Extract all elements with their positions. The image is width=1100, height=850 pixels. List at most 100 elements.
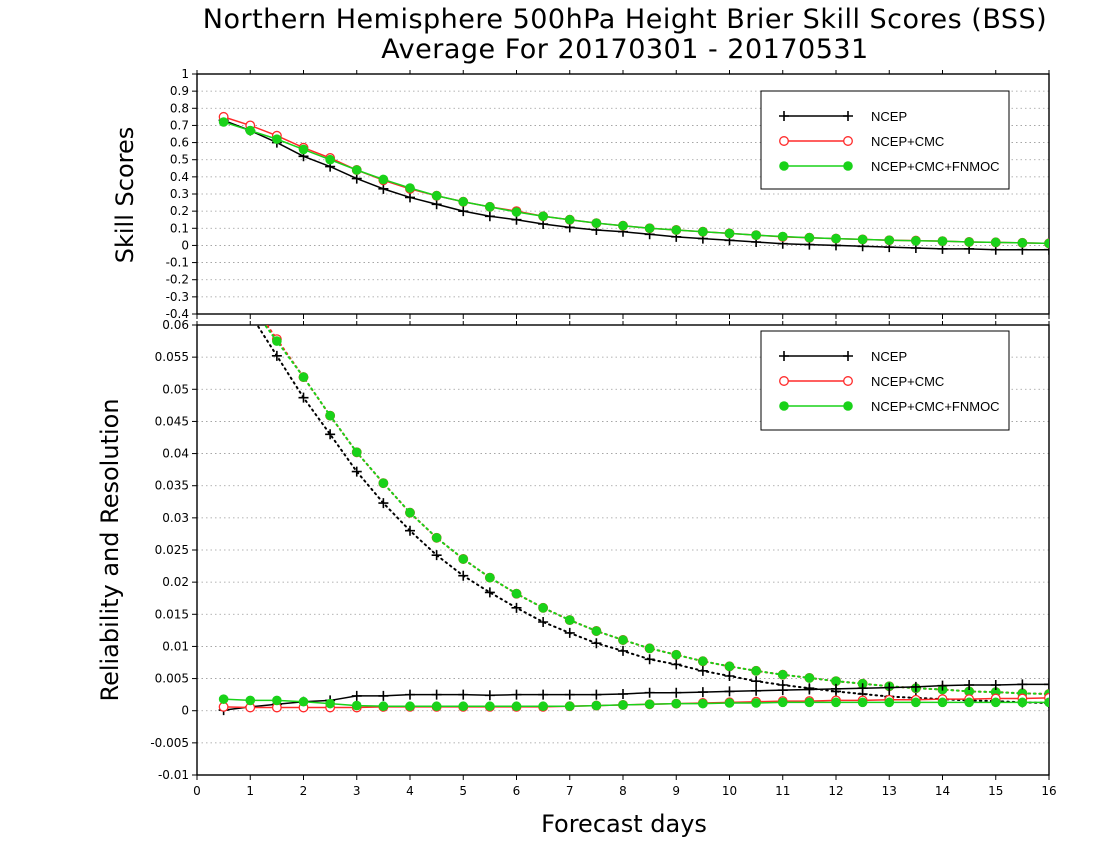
data-point: [325, 698, 335, 709]
data-point: [751, 676, 762, 687]
y-tick-label: 0.2: [170, 204, 189, 218]
legend-marker: [843, 401, 853, 411]
x-tick-label: 9: [672, 784, 680, 798]
data-point: [378, 174, 389, 185]
data-point: [458, 689, 469, 700]
data-point: [405, 183, 415, 193]
data-point: [485, 202, 495, 212]
legend-label: NCEP: [871, 109, 907, 124]
x-tick-label: 14: [935, 784, 950, 798]
data-point: [272, 695, 282, 706]
data-point: [298, 372, 309, 382]
legend-label: NCEP+CMC: [871, 374, 944, 389]
y-tick-label: -0.2: [166, 273, 189, 287]
data-point: [724, 228, 735, 239]
data-point: [245, 695, 256, 706]
data-point: [1017, 238, 1028, 248]
y-tick-label: 0: [181, 238, 189, 252]
data-point: [724, 671, 735, 681]
data-point: [884, 697, 895, 708]
data-point: [298, 392, 309, 403]
data-point: [618, 220, 628, 231]
data-point: [245, 125, 256, 136]
data-point: [431, 550, 442, 561]
data-point: [591, 700, 602, 711]
data-point: [564, 701, 575, 712]
data-point: [405, 689, 415, 700]
x-tick-label: 8: [619, 784, 627, 798]
y-tick-label: 0.015: [155, 607, 189, 621]
data-point: [271, 350, 282, 361]
data-point: [431, 689, 442, 700]
y-tick-label: 0.4: [170, 170, 189, 184]
legend-marker: [779, 111, 789, 121]
data-point: [937, 697, 948, 708]
y-tick-label: 0.045: [155, 414, 189, 428]
data-point: [911, 236, 921, 246]
series-group: [218, 325, 1049, 716]
data-point: [538, 689, 549, 700]
x-tick-label: 10: [722, 784, 737, 798]
y-tick-label: -0.3: [166, 290, 189, 304]
data-point: [910, 681, 921, 692]
y-tick-label: 0.01: [162, 639, 189, 653]
panel-skill-scores: 1 0.9 0.8 0.7 0.6 0.5 0.4 0.3 0.2 0.1 0 -0.1 -0.2 -0.…: [111, 67, 1050, 321]
y-tick-label: 0: [181, 704, 189, 718]
data-point: [618, 645, 628, 656]
data-point: [378, 701, 389, 712]
legend-marker: [843, 351, 853, 361]
data-point: [777, 231, 788, 242]
data-point: [405, 192, 415, 203]
data-point: [1017, 679, 1028, 690]
data-point: [484, 587, 495, 598]
x-tick-label: 12: [828, 784, 843, 798]
data-point: [405, 701, 415, 712]
y-tick-label: 0.8: [170, 101, 189, 115]
data-point: [831, 233, 841, 244]
data-point: [351, 165, 362, 175]
legend-label: NCEP+CMC+FNMOC: [871, 399, 1000, 414]
data-point: [378, 478, 389, 488]
y-tick-label: 0.3: [170, 187, 189, 201]
data-point: [671, 649, 682, 660]
y-axis-label: Skill Scores: [111, 127, 139, 264]
data-point: [990, 237, 1001, 248]
data-point: [804, 697, 815, 708]
chart-title: Northern Hemisphere 500hPa Height Brier …: [202, 4, 1048, 35]
data-point: [697, 665, 708, 676]
x-tick-label: 1: [246, 784, 254, 798]
y-tick-label: 0.04: [162, 447, 189, 461]
data-point: [831, 697, 841, 708]
data-point: [591, 689, 602, 700]
data-point: [511, 588, 522, 599]
y-tick-label: 0.06: [162, 318, 189, 332]
data-point: [272, 134, 282, 144]
legend-marker: [779, 376, 789, 386]
data-point: [431, 701, 442, 712]
x-tick-label: 5: [459, 784, 467, 798]
data-point: [884, 235, 895, 246]
legend-marker: [779, 351, 789, 361]
x-tick-label: 13: [882, 784, 897, 798]
data-point: [831, 683, 841, 694]
data-point: [698, 226, 708, 237]
y-tick-label: 0.7: [170, 118, 189, 132]
y-tick-label: 0.025: [155, 543, 189, 557]
data-point: [458, 570, 469, 581]
data-point: [990, 680, 1001, 690]
x-tick-label: 15: [988, 784, 1003, 798]
data-point: [857, 697, 868, 708]
data-point: [644, 687, 655, 698]
legend: NCEP NCEP+CMC NCEP+CMC+FNMOC: [760, 90, 1010, 190]
data-point: [644, 643, 655, 654]
legend-box: [760, 90, 1010, 190]
data-point: [937, 236, 948, 246]
data-point: [378, 183, 389, 194]
data-point: [458, 701, 469, 712]
data-point: [538, 603, 548, 613]
data-point: [511, 207, 522, 217]
data-point: [431, 190, 442, 201]
data-point: [751, 666, 761, 676]
data-point: [564, 615, 575, 625]
series-line-ncep-resolution: [256, 325, 1049, 704]
